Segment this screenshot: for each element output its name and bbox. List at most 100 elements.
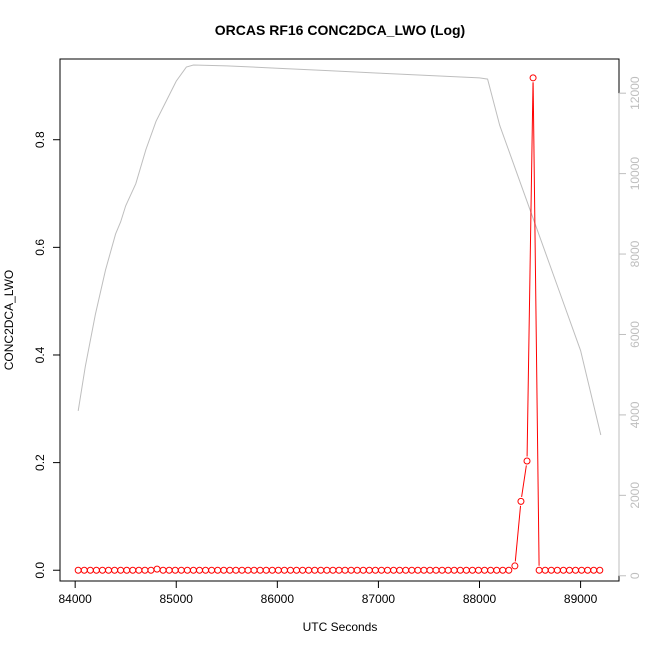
y-axis-right: 0 2000 4000 6000 8000 10000 12000 — [618, 76, 642, 579]
data-point — [499, 566, 507, 574]
data-point — [280, 566, 288, 574]
y-tick-label: 0.2 — [33, 454, 47, 471]
y-tick-label: 0.6 — [33, 239, 47, 256]
x-tick-label: 84000 — [58, 592, 92, 606]
data-point — [329, 566, 337, 574]
data-point — [135, 566, 143, 574]
data-point — [511, 562, 519, 570]
data-point — [189, 566, 197, 574]
data-point — [426, 566, 434, 574]
data-point — [481, 566, 489, 574]
data-point — [123, 566, 131, 574]
data-point — [438, 566, 446, 574]
data-point — [541, 566, 549, 574]
series-left-segment — [514, 505, 522, 562]
data-point — [517, 497, 525, 505]
data-point — [384, 566, 392, 574]
data-point — [214, 566, 222, 574]
data-point — [165, 566, 173, 574]
data-point — [195, 566, 203, 574]
x-axis: 84000 85000 86000 87000 88000 89000 — [58, 580, 598, 606]
data-point — [183, 566, 191, 574]
data-point — [177, 566, 185, 574]
y2-tick-label: 12000 — [628, 76, 642, 110]
data-point — [365, 566, 373, 574]
data-point — [596, 566, 604, 574]
data-point — [293, 566, 301, 574]
data-point — [456, 566, 464, 574]
data-point — [578, 566, 586, 574]
y2-tick-label: 10000 — [628, 157, 642, 191]
data-point — [390, 566, 398, 574]
data-point — [274, 566, 282, 574]
data-point — [147, 566, 155, 574]
data-point — [347, 566, 355, 574]
data-point — [250, 566, 258, 574]
data-point — [590, 566, 598, 574]
data-point — [505, 566, 513, 574]
data-point — [529, 74, 537, 82]
x-tick-label: 89000 — [564, 592, 598, 606]
chart-title: ORCAS RF16 CONC2DCA_LWO (Log) — [215, 22, 465, 38]
data-point — [141, 566, 149, 574]
series-left-segment — [532, 82, 540, 566]
data-point — [111, 566, 119, 574]
data-point — [468, 566, 476, 574]
series-left-segment — [521, 465, 527, 497]
data-point — [153, 565, 161, 573]
y2-tick-label: 2000 — [628, 482, 642, 509]
data-point — [335, 566, 343, 574]
y-tick-label: 0.4 — [33, 346, 47, 363]
y2-tick-label: 8000 — [628, 240, 642, 267]
data-point — [408, 566, 416, 574]
data-point — [74, 566, 82, 574]
data-point — [493, 566, 501, 574]
data-point — [553, 566, 561, 574]
data-point — [232, 566, 240, 574]
x-axis-label: UTC Seconds — [303, 620, 378, 634]
y2-tick-label: 6000 — [628, 321, 642, 348]
data-point — [353, 566, 361, 574]
data-point — [129, 566, 137, 574]
data-point — [359, 566, 367, 574]
series-left-layer — [74, 74, 604, 574]
data-point — [286, 566, 294, 574]
data-point — [159, 566, 167, 574]
data-point — [202, 566, 210, 574]
data-point — [262, 566, 270, 574]
x-tick-label: 85000 — [160, 592, 194, 606]
data-point — [256, 566, 264, 574]
data-point — [402, 566, 410, 574]
data-point — [341, 566, 349, 574]
series-left-segment — [526, 82, 534, 457]
data-point — [523, 457, 531, 465]
y-axis-left: 0.0 0.2 0.4 0.6 0.8 — [33, 131, 61, 579]
x-tick-label: 86000 — [261, 592, 295, 606]
x-tick-label: 87000 — [362, 592, 396, 606]
data-point — [377, 566, 385, 574]
data-point — [98, 566, 106, 574]
data-point — [474, 566, 482, 574]
data-point — [371, 566, 379, 574]
data-point — [80, 566, 88, 574]
data-point — [547, 566, 555, 574]
data-point — [535, 566, 543, 574]
y2-tick-label: 0 — [628, 572, 642, 579]
data-point — [432, 566, 440, 574]
x-tick-label: 88000 — [463, 592, 497, 606]
y-tick-label: 0.0 — [33, 562, 47, 579]
series-right-layer — [77, 64, 602, 436]
data-point — [323, 566, 331, 574]
data-point — [86, 566, 94, 574]
data-point — [414, 566, 422, 574]
y2-tick-label: 4000 — [628, 401, 642, 428]
data-point — [444, 566, 452, 574]
data-point — [420, 566, 428, 574]
data-point — [450, 566, 458, 574]
data-point — [226, 566, 234, 574]
data-point — [238, 566, 246, 574]
data-point — [584, 566, 592, 574]
data-point — [396, 566, 404, 574]
data-point — [105, 566, 113, 574]
